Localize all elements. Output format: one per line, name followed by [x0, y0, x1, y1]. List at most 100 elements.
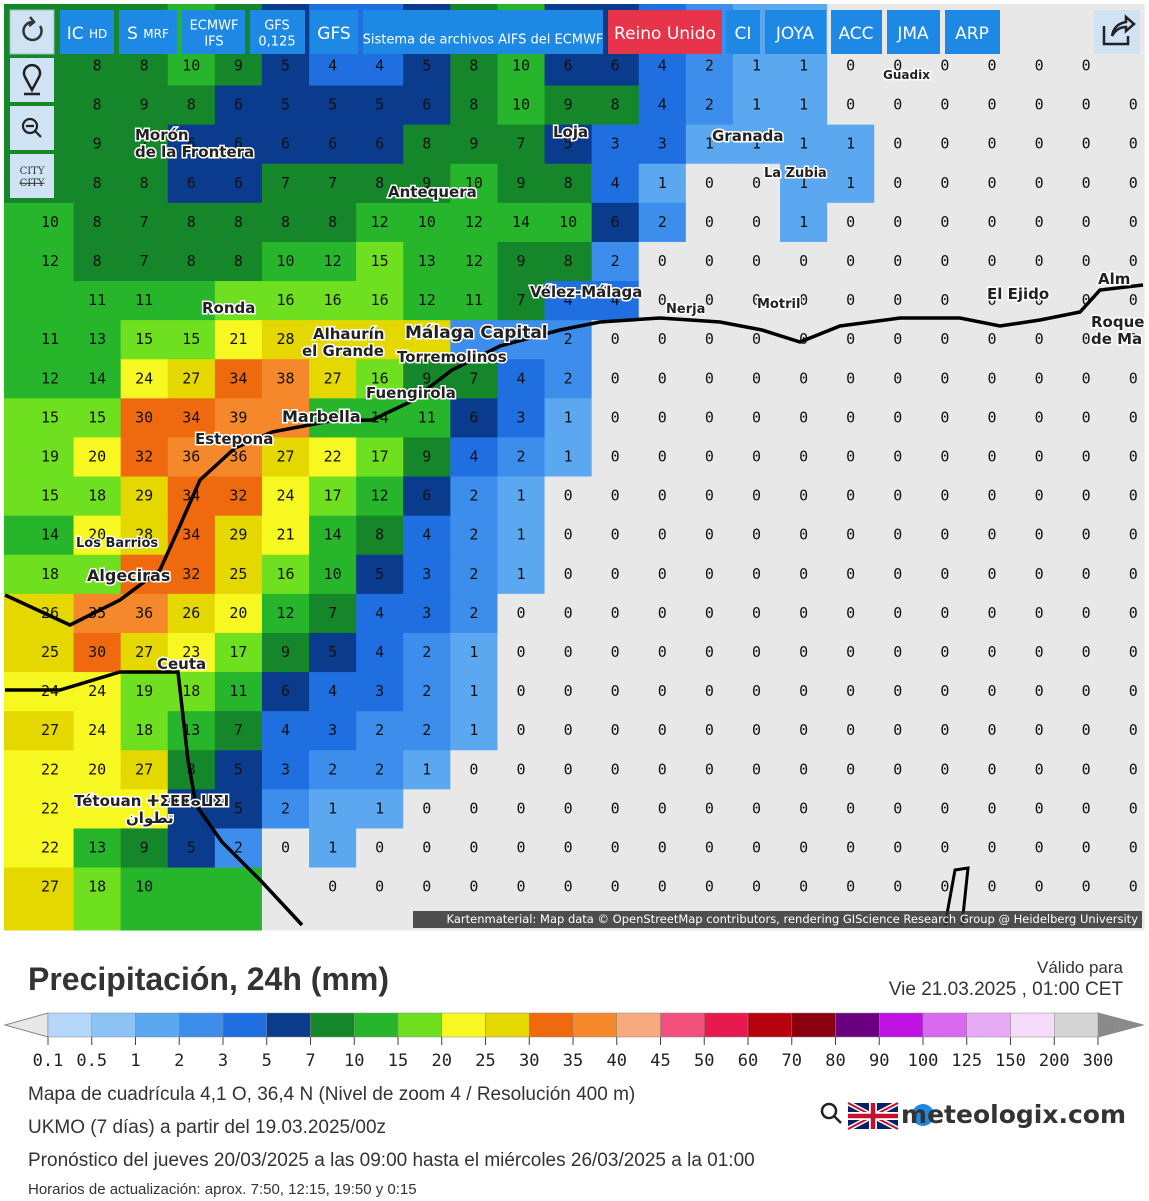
- brand-name[interactable]: meteologix.com: [901, 1100, 1126, 1129]
- cell-value: 0: [705, 252, 714, 270]
- grid-cell: [4, 789, 75, 829]
- cell-value: 0: [940, 174, 949, 192]
- legend-swatch: [660, 1012, 705, 1038]
- cell-value: 0: [1082, 369, 1091, 387]
- legend-swatch: [485, 1012, 530, 1038]
- grid-cell: [780, 750, 828, 790]
- cell-value: 0: [987, 878, 996, 896]
- legend-swatch: [922, 1012, 967, 1038]
- cell-value: 0: [846, 839, 855, 857]
- tool-button[interactable]: JOYA: [765, 10, 826, 54]
- tool-button[interactable]: CI: [726, 10, 760, 54]
- button-label: ARP: [955, 24, 989, 44]
- tool-button[interactable]: GFS: [310, 10, 358, 54]
- cell-value: 0: [940, 135, 949, 153]
- grid-cell: [261, 789, 310, 829]
- grid-cell: [1062, 163, 1111, 204]
- cell-value: 4: [611, 174, 620, 192]
- cell-value: 20: [229, 604, 247, 622]
- grid-cell: [73, 359, 122, 399]
- cell-value: 0: [705, 721, 714, 739]
- grid-cell: [874, 515, 922, 556]
- tool-button[interactable]: S MRF: [119, 10, 177, 54]
- grid-cell: [968, 437, 1017, 478]
- cell-value: 0: [1035, 135, 1044, 153]
- cell-value: 0: [1129, 526, 1138, 544]
- grid-cell: [921, 750, 969, 790]
- grid-cell: [827, 202, 875, 243]
- tool-button[interactable]: GFS 0,125: [250, 10, 305, 54]
- grid-cell: [73, 476, 122, 517]
- cell-value: 0: [516, 604, 525, 622]
- cell-value: 0: [705, 526, 714, 544]
- share-button[interactable]: [1094, 10, 1140, 54]
- tool-button[interactable]: Reino Unido: [608, 10, 722, 54]
- cell-value: 1: [799, 57, 808, 75]
- cell-value: 1: [564, 408, 573, 426]
- grid-cell: [921, 828, 969, 869]
- grid-cell: [450, 320, 498, 360]
- cell-value: 1: [799, 135, 808, 153]
- legend-swatch: [879, 1012, 924, 1038]
- cell-value: 8: [187, 96, 196, 114]
- grid-cell: [1015, 124, 1064, 165]
- legend-swatch: [616, 1012, 661, 1038]
- grid-cell: [356, 124, 404, 165]
- grid-cell: [261, 359, 310, 399]
- grid-cell: [1015, 632, 1064, 673]
- zoom-button[interactable]: [10, 106, 54, 150]
- tool-button[interactable]: ECMWF IFS: [182, 10, 245, 54]
- cell-value: 0: [1082, 291, 1091, 309]
- grid-cell: [261, 750, 310, 790]
- cell-value: 0: [893, 330, 902, 348]
- cell-value: 0: [940, 330, 949, 348]
- grid-cell: [356, 828, 404, 869]
- tool-button[interactable]: Sistema de archivos AIFS del ECMWF: [363, 10, 604, 54]
- grid-cell: [685, 672, 734, 712]
- cell-value: 5: [375, 96, 384, 114]
- tool-button[interactable]: ACC: [831, 10, 882, 54]
- cell-value: 10: [418, 213, 436, 231]
- grid-cell: [214, 828, 263, 869]
- grid-cell: [120, 867, 169, 931]
- cell-value: 0: [516, 760, 525, 778]
- cell-value: 10: [135, 878, 153, 896]
- cell-value: 0: [987, 643, 996, 661]
- grid-cell: [73, 202, 122, 243]
- legend-tick-label: 90: [869, 1051, 889, 1071]
- grid-cell: [120, 515, 169, 556]
- cell-value: 3: [328, 721, 337, 739]
- cell-value: 9: [140, 839, 149, 857]
- cell-value: 4: [658, 96, 667, 114]
- cell-value: 0: [516, 643, 525, 661]
- grid-cell: [921, 437, 969, 478]
- cell-value: 12: [41, 252, 59, 270]
- cell-value: 0: [705, 213, 714, 231]
- location-button[interactable]: [10, 58, 54, 102]
- button-label: JOYA: [775, 24, 815, 44]
- cell-value: 1: [328, 799, 337, 817]
- cell-value: 0: [658, 643, 667, 661]
- cell-value: 14: [324, 526, 342, 544]
- cell-value: 2: [422, 721, 431, 739]
- refresh-button[interactable]: [9, 9, 55, 55]
- tool-button[interactable]: JMA: [887, 10, 940, 54]
- grid-cell: [167, 828, 216, 869]
- city-button[interactable]: CITY CITY: [10, 154, 54, 198]
- cell-value: 13: [88, 330, 106, 348]
- button-label: ECMWF: [190, 19, 239, 34]
- cell-value: 22: [324, 448, 342, 466]
- tool-button[interactable]: ARP: [945, 10, 1000, 54]
- tool-button[interactable]: IC HD: [60, 10, 114, 54]
- legend-tick-label: 100: [908, 1051, 939, 1071]
- cell-value: 15: [41, 408, 59, 426]
- cell-value: 2: [469, 604, 478, 622]
- grid-cell: [968, 711, 1017, 751]
- location-icon: [22, 63, 42, 96]
- cell-value: 0: [1035, 526, 1044, 544]
- grid-cell: [73, 85, 122, 126]
- grid-cell: [732, 85, 781, 126]
- attribution-bg: [413, 911, 1142, 928]
- grid-cell: [968, 359, 1017, 399]
- cell-value: 7: [234, 721, 243, 739]
